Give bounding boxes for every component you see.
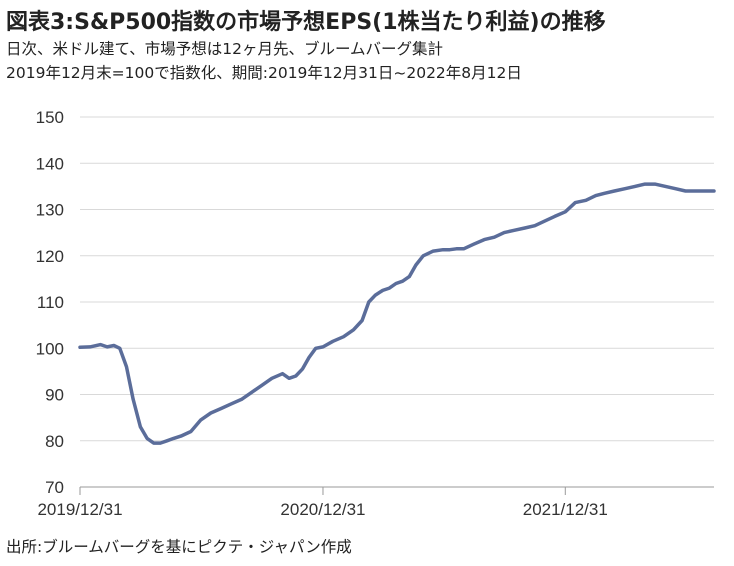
x-tick-label: 2020/12/31 <box>280 500 365 519</box>
eps-index-series-line <box>78 182 716 445</box>
y-tick-label: 120 <box>36 247 64 266</box>
y-tick-label: 70 <box>45 478 64 497</box>
chart-title: 図表3:S&P500指数の市場予想EPS(1株当たり利益)の推移 <box>6 10 606 35</box>
y-tick-label: 100 <box>36 339 64 358</box>
x-tick-label: 2019/12/31 <box>37 500 122 519</box>
y-tick-label: 110 <box>37 293 64 312</box>
y-tick-label: 130 <box>36 201 64 220</box>
y-tick-label: 80 <box>45 432 64 451</box>
source-note: 出所:ブルームバーグを基にピクテ・ジャパン作成 <box>6 538 352 556</box>
chart-subtitle-2: 2019年12月末=100で指数化、期間:2019年12月31日~2022年8月… <box>6 64 522 82</box>
y-tick-label: 150 <box>36 108 64 127</box>
chart-subtitle-1: 日次、米ドル建て、市場予想は12ヶ月先、ブルームバーグ集計 <box>6 40 443 58</box>
y-tick-label: 90 <box>45 386 64 405</box>
y-tick-label: 140 <box>36 154 64 173</box>
x-tick-label: 2021/12/31 <box>523 500 608 519</box>
